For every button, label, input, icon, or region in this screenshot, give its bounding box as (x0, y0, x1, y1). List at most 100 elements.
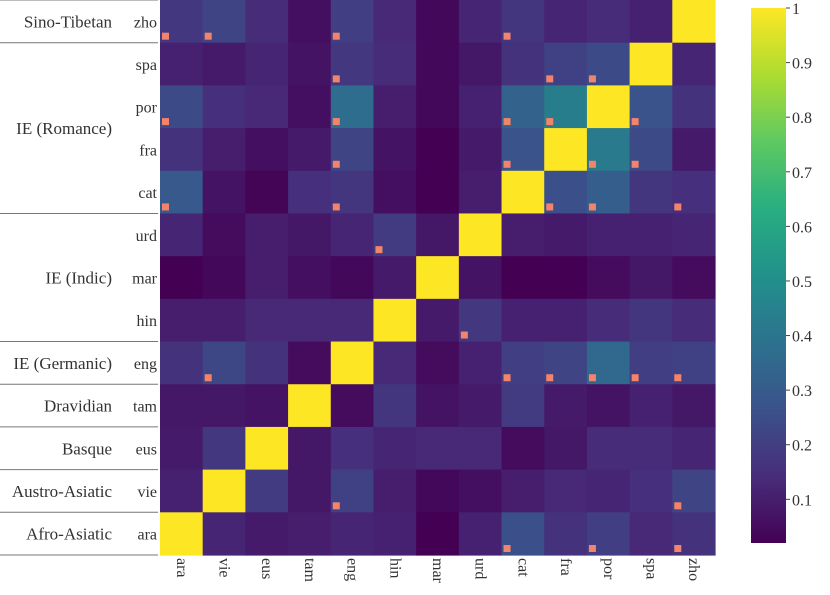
cell-hin-ara (160, 298, 204, 343)
cell-fra-mar (416, 128, 460, 172)
y-tick-label: mar (132, 271, 158, 288)
cell-mar-cat (501, 256, 545, 300)
cell-spa-cat (501, 42, 545, 86)
cell-vie-ara (160, 469, 204, 513)
cell-urd-spa (629, 213, 673, 257)
cell-mar-tam (288, 256, 332, 300)
cell-mar-hin (373, 256, 417, 300)
cell-tam-tam (288, 384, 332, 428)
cell-eus-cat (501, 426, 545, 471)
colorbar: 0.1 0.2 0.3 0.4 0.5 0.6 0.7 0.8 0.9 1 (751, 1, 812, 543)
cell-tam-mar (416, 384, 460, 428)
cell-zho-tam (288, 0, 332, 44)
cell-urd-cat (501, 213, 545, 257)
group-label: IE (Indic) (45, 269, 112, 288)
y-tick-label: tam (133, 399, 158, 416)
cell-vie-fra (544, 469, 588, 513)
significance-marker (546, 203, 554, 211)
cell-ara-eng (330, 512, 375, 556)
cell-hin-zho (672, 298, 716, 343)
cell-fra-zho (672, 128, 716, 172)
significance-marker (332, 160, 340, 168)
x-tick-label: fra (557, 558, 574, 576)
cell-urd-mar (416, 213, 460, 257)
significance-marker (332, 118, 340, 126)
cell-por-por (586, 85, 631, 129)
significance-marker (588, 75, 596, 83)
cell-cat-tam (288, 170, 332, 215)
x-tick-label: eus (258, 558, 275, 579)
cell-ara-eus (245, 512, 289, 556)
cell-vie-tam (288, 469, 332, 513)
language-family-groups: Sino-Tibetan IE (Romance) IE (Indic) IE (Ge… (0, 0, 158, 556)
x-tick-label: urd (472, 558, 489, 579)
colorbar-tick-label: 0.4 (792, 329, 812, 346)
significance-marker (674, 502, 682, 510)
cell-tam-ara (160, 384, 204, 428)
colorbar-tick-label: 0.2 (792, 438, 812, 455)
cell-zho-fra (544, 0, 588, 44)
cell-tam-hin (373, 384, 417, 428)
cell-urd-por (586, 213, 631, 257)
cell-por-zho (672, 85, 716, 129)
cell-urd-vie (202, 213, 246, 257)
significance-marker (674, 374, 682, 382)
significance-marker (503, 32, 511, 40)
cell-cat-cat (501, 170, 545, 215)
cell-tam-vie (202, 384, 246, 428)
cell-tam-por (586, 384, 631, 428)
colorbar-tick-label: 0.8 (792, 110, 812, 127)
cell-cat-spa (629, 170, 673, 215)
cell-tam-fra (544, 384, 588, 428)
cell-hin-hin (373, 298, 417, 343)
cell-eus-por (586, 426, 631, 471)
cell-tam-zho (672, 384, 716, 428)
cell-mar-ara (160, 256, 204, 300)
cell-mar-zho (672, 256, 716, 300)
group-label: Sino-Tibetan (24, 12, 113, 31)
cell-hin-mar (416, 298, 460, 343)
cell-por-vie (202, 85, 246, 129)
significance-marker (674, 545, 682, 552)
cell-spa-mar (416, 42, 460, 86)
y-tick-label: urd (136, 228, 157, 245)
cell-hin-tam (288, 298, 332, 343)
significance-marker (204, 374, 212, 382)
cell-tam-cat (501, 384, 545, 428)
cell-por-urd (458, 85, 503, 129)
cell-mar-por (586, 256, 631, 300)
cell-eus-vie (202, 426, 246, 471)
colorbar-tick-label: 0.1 (792, 492, 812, 509)
cell-eus-tam (288, 426, 332, 471)
significance-marker (631, 374, 639, 382)
cell-zho-spa (629, 0, 673, 44)
cell-tam-eng (330, 384, 375, 428)
group-label: Austro-Asiatic (12, 482, 113, 501)
cell-urd-urd (458, 213, 503, 257)
cell-eus-fra (544, 426, 588, 471)
cell-fra-fra (544, 128, 588, 172)
cell-mar-vie (202, 256, 246, 300)
significance-marker (546, 75, 554, 83)
cell-vie-vie (202, 469, 246, 513)
cell-mar-spa (629, 256, 673, 300)
group-label: Basque (62, 439, 112, 458)
cell-zho-urd (458, 0, 503, 44)
cell-por-hin (373, 85, 417, 129)
colorbar-tick-label: 1 (792, 1, 800, 18)
significance-marker (375, 246, 383, 254)
cell-vie-mar (416, 469, 460, 513)
group-label: IE (Germanic) (13, 354, 112, 373)
colorbar-tick-label: 0.6 (792, 219, 812, 236)
x-tick-label: tam (301, 558, 318, 583)
cell-zho-por (586, 0, 631, 44)
y-axis-labels: zho spa por fra cat urd mar hin eng tam eus vie ara (132, 14, 158, 543)
cell-cat-hin (373, 170, 417, 215)
significance-marker (332, 502, 340, 510)
cell-mar-urd (458, 256, 503, 300)
group-label: Dravidian (44, 397, 112, 416)
significance-marker (503, 118, 511, 126)
significance-marker (162, 203, 169, 211)
cell-hin-cat (501, 298, 545, 343)
heatmap-cells (160, 0, 716, 556)
